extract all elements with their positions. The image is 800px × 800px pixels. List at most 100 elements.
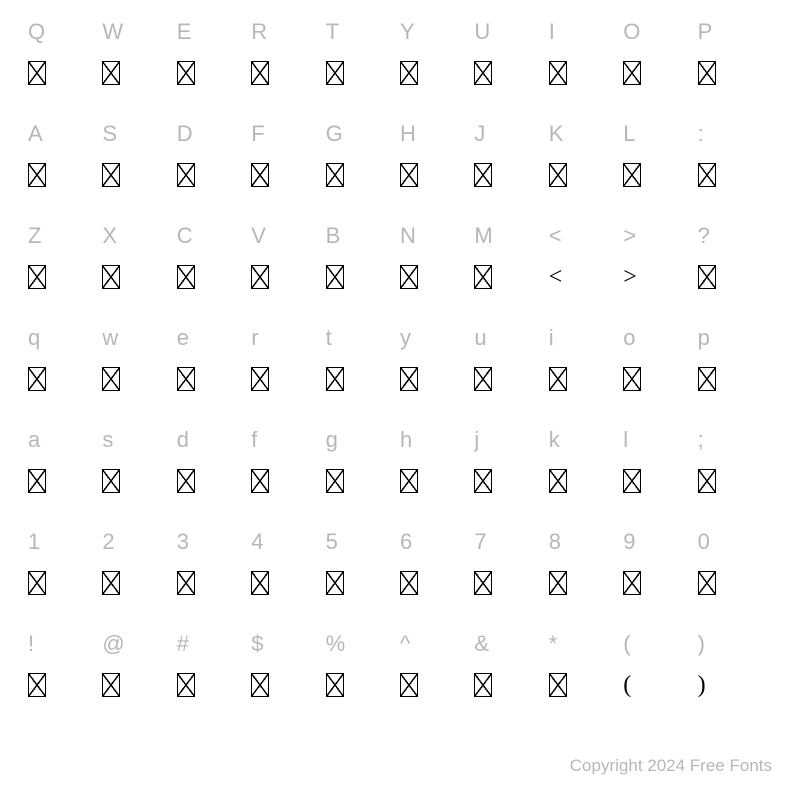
char-label: 6	[400, 528, 412, 556]
char-label: h	[400, 426, 412, 454]
char-cell: ;	[698, 426, 772, 528]
char-cell: D	[177, 120, 251, 222]
char-glyph	[102, 466, 120, 496]
char-label: d	[177, 426, 189, 454]
char-label: e	[177, 324, 189, 352]
char-glyph	[326, 262, 344, 292]
char-label: p	[698, 324, 710, 352]
char-label: M	[474, 222, 492, 250]
char-label: l	[623, 426, 628, 454]
char-cell: K	[549, 120, 623, 222]
char-label: N	[400, 222, 416, 250]
char-cell: *	[549, 630, 623, 732]
char-cell: 3	[177, 528, 251, 630]
missing-glyph-icon	[28, 367, 46, 391]
char-label: 5	[326, 528, 338, 556]
char-label: G	[326, 120, 343, 148]
char-glyph	[623, 58, 641, 88]
char-label: F	[251, 120, 264, 148]
char-label: 3	[177, 528, 189, 556]
missing-glyph-icon	[251, 265, 269, 289]
missing-glyph-icon	[549, 469, 567, 493]
char-cell: X	[102, 222, 176, 324]
char-cell: A	[28, 120, 102, 222]
char-glyph	[400, 670, 418, 700]
char-label: S	[102, 120, 117, 148]
char-glyph	[28, 568, 46, 598]
char-glyph: >	[623, 262, 637, 292]
char-label: Z	[28, 222, 41, 250]
char-label: 9	[623, 528, 635, 556]
char-glyph	[28, 58, 46, 88]
missing-glyph-icon	[400, 673, 418, 697]
char-cell: @	[102, 630, 176, 732]
char-cell: V	[251, 222, 325, 324]
char-glyph	[698, 160, 716, 190]
char-cell: 4	[251, 528, 325, 630]
char-glyph	[400, 160, 418, 190]
char-label: s	[102, 426, 113, 454]
char-label: B	[326, 222, 341, 250]
char-cell: d	[177, 426, 251, 528]
char-glyph	[28, 364, 46, 394]
missing-glyph-icon	[474, 61, 492, 85]
missing-glyph-icon	[400, 163, 418, 187]
char-cell: C	[177, 222, 251, 324]
char-cell: 1	[28, 528, 102, 630]
char-label: :	[698, 120, 704, 148]
char-glyph	[474, 568, 492, 598]
char-cell: &	[474, 630, 548, 732]
char-label: )	[698, 630, 705, 658]
char-cell: 6	[400, 528, 474, 630]
char-glyph	[698, 466, 716, 496]
char-label: %	[326, 630, 346, 658]
char-cell: p	[698, 324, 772, 426]
char-glyph	[549, 364, 567, 394]
char-label: i	[549, 324, 554, 352]
char-label: f	[251, 426, 257, 454]
char-glyph	[177, 262, 195, 292]
char-cell: L	[623, 120, 697, 222]
char-glyph	[177, 58, 195, 88]
char-label: &	[474, 630, 489, 658]
char-label: ?	[698, 222, 710, 250]
char-cell: k	[549, 426, 623, 528]
char-label: H	[400, 120, 416, 148]
char-glyph	[698, 58, 716, 88]
missing-glyph-icon	[251, 367, 269, 391]
missing-glyph-icon	[474, 469, 492, 493]
missing-glyph-icon	[623, 571, 641, 595]
char-cell: <<	[549, 222, 623, 324]
char-cell: y	[400, 324, 474, 426]
char-label: K	[549, 120, 564, 148]
char-label: (	[623, 630, 630, 658]
char-label: @	[102, 630, 124, 658]
char-label: T	[326, 18, 339, 46]
missing-glyph-icon	[623, 469, 641, 493]
char-label: 4	[251, 528, 263, 556]
missing-glyph-icon	[326, 265, 344, 289]
char-label: Q	[28, 18, 45, 46]
char-label: u	[474, 324, 486, 352]
char-cell: T	[326, 18, 400, 120]
char-cell: a	[28, 426, 102, 528]
char-glyph	[549, 466, 567, 496]
char-cell: P	[698, 18, 772, 120]
copyright-text: Copyright 2024 Free Fonts	[570, 756, 772, 776]
char-glyph	[326, 568, 344, 598]
char-glyph	[177, 568, 195, 598]
missing-glyph-icon	[102, 367, 120, 391]
char-glyph	[623, 466, 641, 496]
missing-glyph-icon	[251, 571, 269, 595]
char-cell: ))	[698, 630, 772, 732]
char-label: O	[623, 18, 640, 46]
missing-glyph-icon	[28, 469, 46, 493]
char-glyph	[251, 364, 269, 394]
char-glyph	[400, 262, 418, 292]
missing-glyph-icon	[549, 673, 567, 697]
char-glyph	[474, 466, 492, 496]
char-cell: Q	[28, 18, 102, 120]
char-glyph	[251, 568, 269, 598]
char-label: g	[326, 426, 338, 454]
char-label: A	[28, 120, 43, 148]
